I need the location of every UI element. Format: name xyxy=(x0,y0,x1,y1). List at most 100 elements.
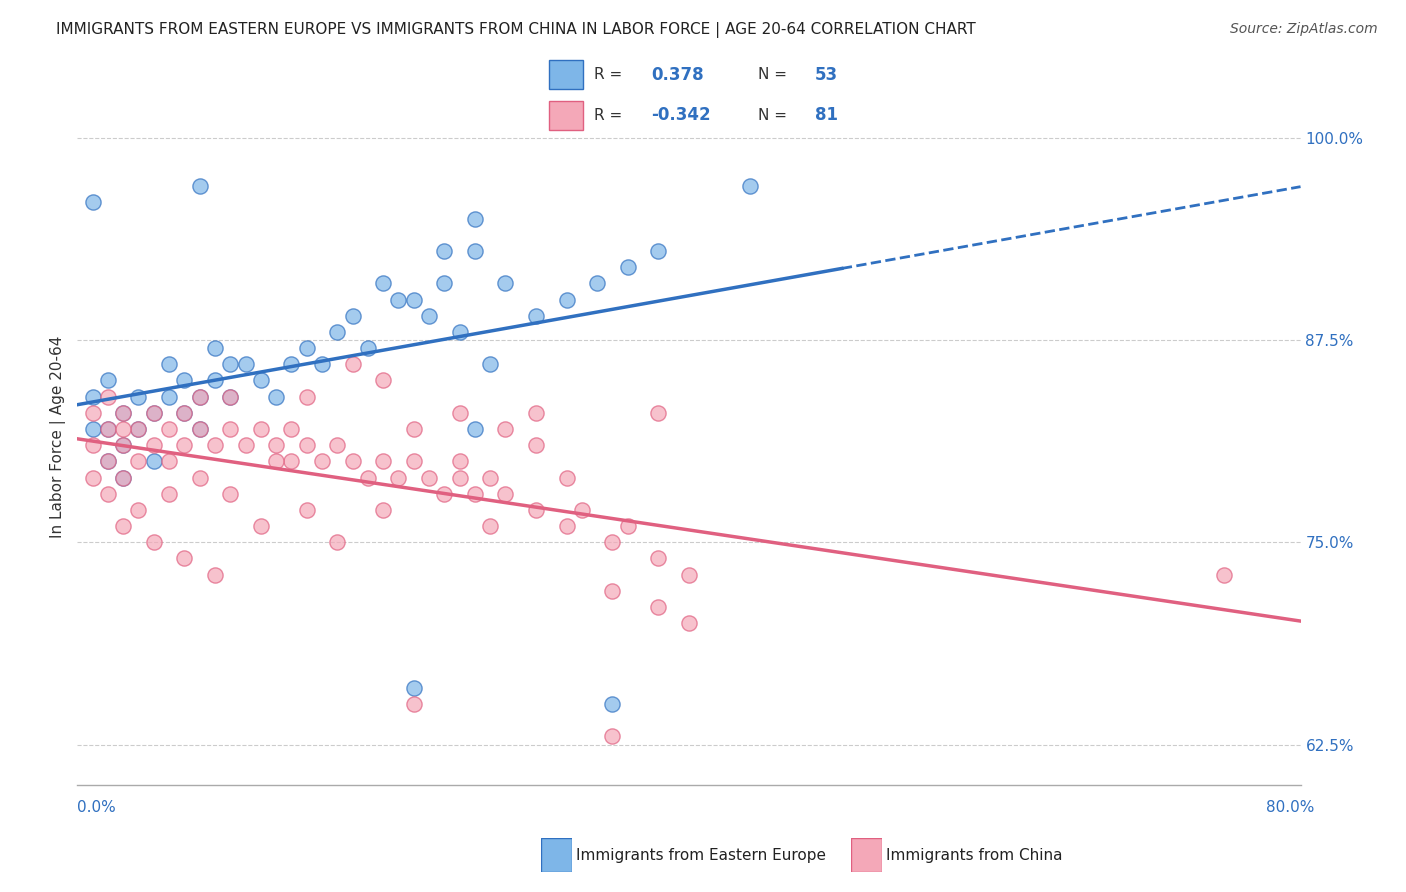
Text: R =: R = xyxy=(595,108,627,123)
Point xyxy=(357,341,380,355)
Point xyxy=(433,244,456,258)
Point xyxy=(82,422,104,436)
Point xyxy=(402,697,425,711)
Point xyxy=(342,309,364,323)
Bar xyxy=(548,61,583,89)
Point xyxy=(128,390,150,404)
Point xyxy=(357,470,380,484)
Text: 53: 53 xyxy=(814,66,838,84)
Point xyxy=(617,260,640,275)
Point xyxy=(464,486,486,500)
Point xyxy=(280,454,302,468)
Point xyxy=(524,503,547,517)
Point xyxy=(128,454,150,468)
Point xyxy=(112,406,135,420)
Point xyxy=(571,503,593,517)
Point xyxy=(204,374,226,388)
Point xyxy=(264,454,287,468)
Point xyxy=(250,374,273,388)
Point xyxy=(128,503,150,517)
Text: 80.0%: 80.0% xyxy=(1267,800,1315,814)
Point xyxy=(97,422,120,436)
Point xyxy=(602,697,624,711)
Point xyxy=(264,438,287,452)
Point xyxy=(112,519,135,533)
Point xyxy=(326,325,349,339)
Point xyxy=(97,390,120,404)
Point xyxy=(280,357,302,371)
Point xyxy=(464,244,486,258)
Point xyxy=(204,567,226,582)
Point xyxy=(142,438,165,452)
Point xyxy=(219,390,242,404)
Point xyxy=(371,454,394,468)
Point xyxy=(142,406,165,420)
Point xyxy=(449,325,471,339)
Text: Source: ZipAtlas.com: Source: ZipAtlas.com xyxy=(1230,22,1378,37)
Point xyxy=(128,422,150,436)
Point xyxy=(82,195,104,210)
Point xyxy=(418,470,440,484)
Point xyxy=(219,390,242,404)
Point xyxy=(128,422,150,436)
Point xyxy=(387,470,409,484)
Point xyxy=(647,551,669,566)
Point xyxy=(449,470,471,484)
Text: 0.0%: 0.0% xyxy=(77,800,117,814)
Point xyxy=(112,406,135,420)
Point xyxy=(97,454,120,468)
Point xyxy=(647,599,669,614)
Point xyxy=(524,438,547,452)
Point xyxy=(326,535,349,549)
Text: Immigrants from China: Immigrants from China xyxy=(886,848,1063,863)
Point xyxy=(250,519,273,533)
Point xyxy=(188,422,211,436)
Point xyxy=(112,470,135,484)
Point xyxy=(371,374,394,388)
Point xyxy=(82,390,104,404)
Point xyxy=(647,406,669,420)
Text: 0.378: 0.378 xyxy=(651,66,704,84)
Point xyxy=(82,438,104,452)
Point xyxy=(235,438,257,452)
Point xyxy=(326,438,349,452)
Text: IMMIGRANTS FROM EASTERN EUROPE VS IMMIGRANTS FROM CHINA IN LABOR FORCE | AGE 20-: IMMIGRANTS FROM EASTERN EUROPE VS IMMIGR… xyxy=(56,22,976,38)
Point xyxy=(173,438,195,452)
Point xyxy=(264,390,287,404)
Point xyxy=(418,309,440,323)
Point xyxy=(740,179,762,194)
Point xyxy=(235,357,257,371)
Point xyxy=(602,583,624,598)
Point xyxy=(479,470,502,484)
Point xyxy=(602,535,624,549)
Point xyxy=(495,486,517,500)
Point xyxy=(371,277,394,291)
Point xyxy=(295,341,318,355)
Point xyxy=(586,277,609,291)
Text: R =: R = xyxy=(595,67,627,82)
Point xyxy=(433,277,456,291)
Text: N =: N = xyxy=(758,108,792,123)
Point xyxy=(142,406,165,420)
Point xyxy=(464,211,486,226)
Point xyxy=(157,486,180,500)
Point xyxy=(479,519,502,533)
Point xyxy=(97,486,120,500)
Point xyxy=(295,438,318,452)
Point xyxy=(157,422,180,436)
Point xyxy=(250,422,273,436)
Point xyxy=(173,406,195,420)
Point xyxy=(97,374,120,388)
Point xyxy=(173,551,195,566)
Text: -0.342: -0.342 xyxy=(651,106,711,124)
Point xyxy=(219,486,242,500)
Point xyxy=(157,390,180,404)
Point xyxy=(495,422,517,436)
Point xyxy=(97,422,120,436)
Point xyxy=(402,454,425,468)
Point xyxy=(311,454,333,468)
Point xyxy=(678,567,700,582)
Point xyxy=(188,390,211,404)
Point xyxy=(219,422,242,436)
Text: Immigrants from Eastern Europe: Immigrants from Eastern Europe xyxy=(576,848,827,863)
